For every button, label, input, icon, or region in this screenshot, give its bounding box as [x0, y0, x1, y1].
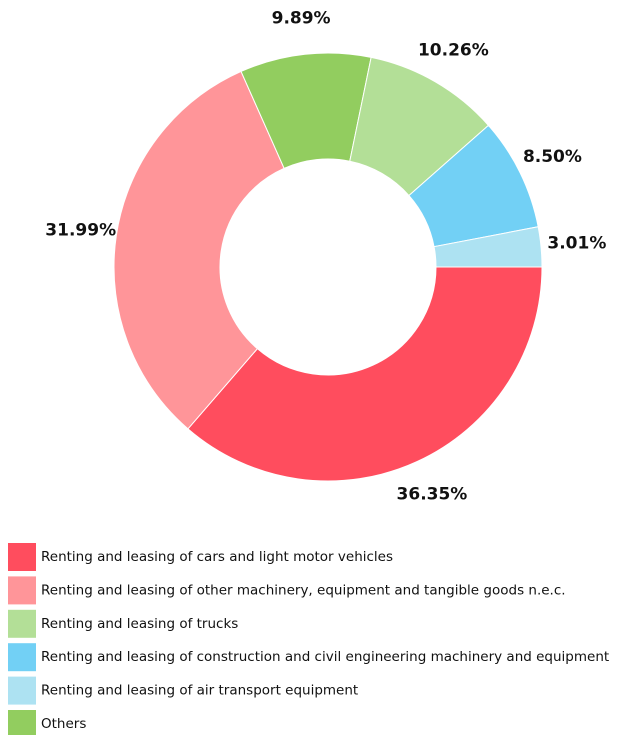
legend-label: Renting and leasing of construction and … — [41, 649, 609, 665]
legend-swatch — [8, 609, 36, 638]
legend-swatch — [8, 576, 36, 605]
legend-swatch — [8, 543, 36, 571]
legend-label: Renting and leasing of cars and light mo… — [41, 549, 393, 565]
slice-label: 8.50% — [523, 147, 582, 167]
legend-label: Others — [41, 716, 86, 732]
legend-swatch — [8, 643, 36, 672]
donut-slice — [433, 226, 543, 268]
legend-label: Renting and leasing of trucks — [41, 616, 238, 632]
legend-swatch — [8, 676, 36, 705]
slice-label: 10.26% — [418, 41, 489, 61]
slice-label: 31.99% — [45, 220, 116, 240]
slice-label: 9.89% — [272, 8, 331, 28]
legend-label: Renting and leasing of air transport equ… — [41, 683, 358, 699]
donut-slice — [187, 266, 543, 482]
slice-label: 36.35% — [397, 484, 468, 504]
legend-swatch — [8, 710, 36, 735]
donut-slice — [113, 70, 285, 430]
slice-label: 3.01% — [547, 233, 606, 253]
legend-label: Renting and leasing of other machinery, … — [41, 582, 566, 598]
